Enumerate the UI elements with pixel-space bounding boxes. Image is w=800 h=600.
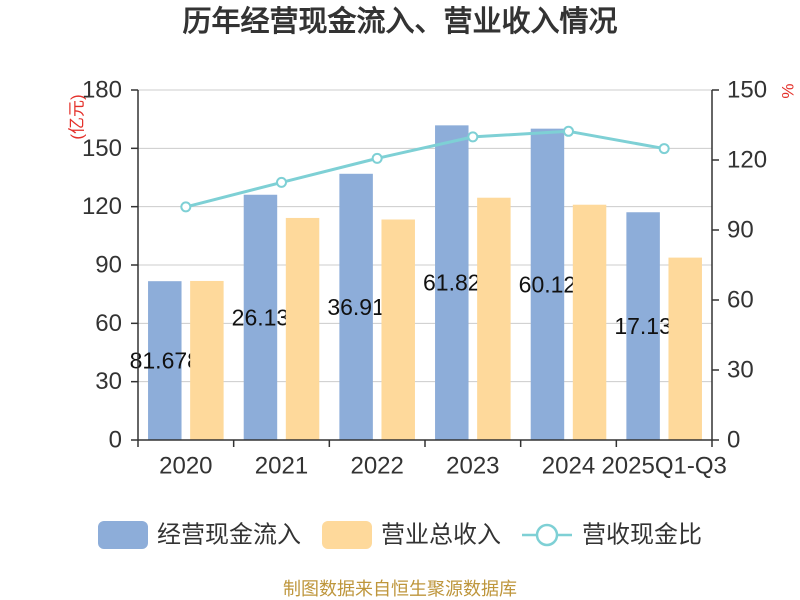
ratio-series (180, 125, 670, 213)
ratio-point (563, 125, 574, 137)
y-left-tick-label: 90 (95, 252, 122, 279)
y-left-tick-label: 150 (82, 135, 122, 162)
y-right-tick-label: 150 (727, 77, 767, 104)
y-right-tick-label: 90 (727, 217, 754, 244)
revenue-bar (381, 219, 415, 440)
x-tick-label: 2022 (350, 453, 403, 480)
cash-inflow-bar (435, 125, 469, 440)
ratio-point (658, 143, 670, 155)
cash-inflow-data-label: 17.13 (614, 313, 672, 339)
cash-inflow-bar (530, 128, 565, 440)
legend: 经营现金流入 营业总收入 营收现金比 (98, 521, 702, 549)
legend-item-ratio: 营收现金比 (522, 522, 702, 549)
y-right-tick-label: 0 (727, 427, 740, 454)
y-right-tick-label: 30 (727, 357, 754, 384)
legend-swatch-ratio-marker (535, 523, 559, 547)
x-tick-label: 2021 (255, 453, 308, 480)
cash-inflow-data-label: 36.91 (327, 294, 385, 320)
x-tick-label: 2020 (159, 453, 212, 480)
legend-label-revenue: 营业总收入 (381, 522, 501, 549)
y-left-tick-label: 60 (95, 310, 122, 337)
ratio-point (276, 176, 287, 188)
revenue-bar (572, 204, 607, 440)
y-left-axis-name: (亿元) (68, 94, 87, 139)
cash-inflow-data-labels: 81.678 26.13 36.91 61.82 60.12 17.13 (130, 270, 672, 374)
cash-inflow-bar (243, 194, 278, 440)
legend-item-revenue: 营业总收入 (322, 521, 501, 549)
cash-inflow-data-label: 81.678 (130, 348, 200, 374)
legend-swatch-cash-inflow (98, 521, 148, 549)
revenue-bar (285, 217, 320, 440)
revenue-bar (190, 280, 224, 440)
x-tick-label: 2023 (446, 453, 499, 480)
chart-title: 历年经营现金流入、营业收入情况 (182, 4, 617, 38)
ratio-line (185, 129, 665, 209)
legend-item-cash-inflow: 经营现金流入 (98, 521, 301, 549)
legend-label-ratio: 营收现金比 (582, 522, 702, 549)
revenue-bar (668, 257, 702, 440)
y-right-axis-name: % (779, 83, 798, 98)
cash-inflow-bar (148, 281, 182, 440)
ratio-point (180, 201, 192, 213)
ratio-point (467, 131, 479, 143)
y-left-tick-label: 0 (109, 427, 122, 454)
cash-inflow-data-label: 61.82 (423, 270, 481, 296)
legend-label-cash-inflow: 经营现金流入 (157, 522, 301, 549)
cash-inflow-bar (339, 173, 373, 440)
revenue-bars (190, 197, 702, 440)
y-left-tick-label: 180 (82, 77, 122, 104)
cash-inflow-data-label: 26.13 (232, 304, 290, 330)
y-left-tick-label: 30 (95, 368, 122, 395)
y-right-tick-label: 120 (727, 147, 767, 174)
y-left-tick-label: 120 (82, 193, 122, 220)
x-tick-label: 2025Q1-Q3 (601, 453, 726, 480)
revenue-bar (477, 197, 511, 440)
cash-inflow-data-label: 60.12 (519, 271, 577, 297)
legend-swatch-revenue (322, 521, 372, 549)
y-right-tick-label: 60 (727, 287, 754, 314)
x-tick-label: 2024 (542, 453, 595, 480)
cash-inflow-bar (626, 212, 660, 440)
axes: 0 30 60 90 120 150 180 0 30 60 90 120 150 2020 2021 202… (82, 77, 767, 480)
ratio-point (371, 152, 383, 164)
cash-inflow-bars (148, 125, 660, 440)
source-footer: 制图数据来自恒生聚源数据库 (283, 579, 517, 599)
